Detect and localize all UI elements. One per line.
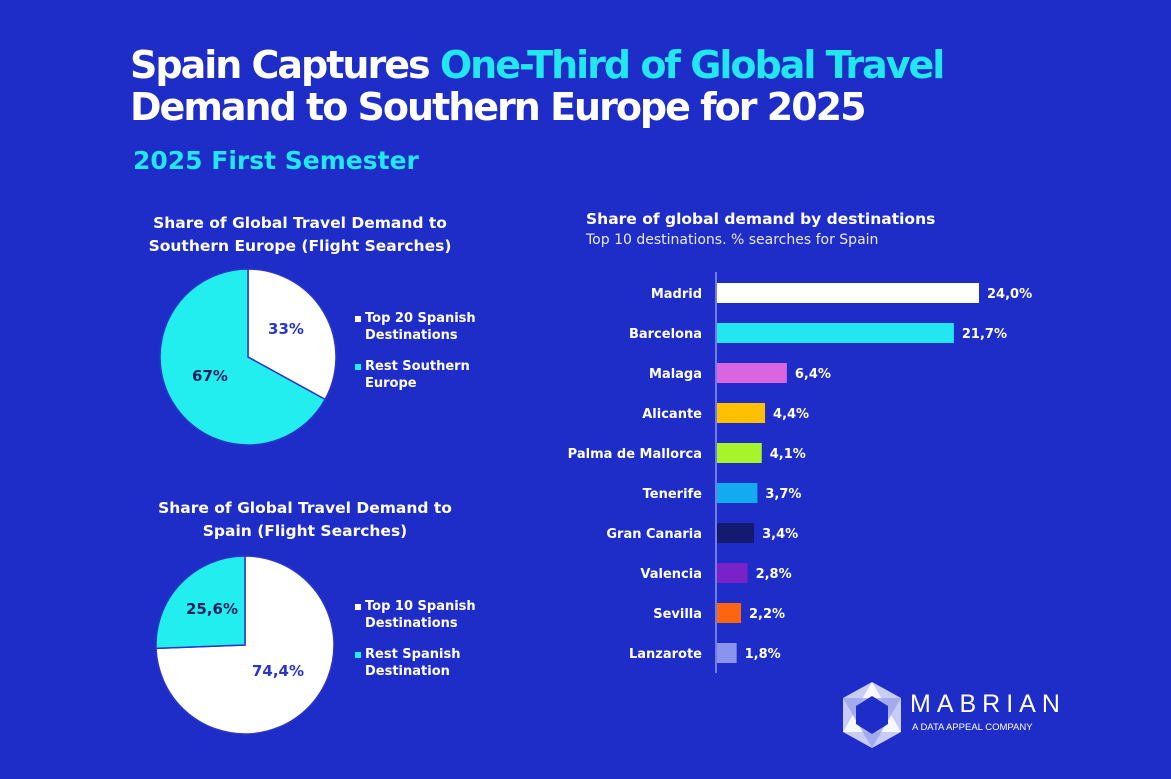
bar-value-label: 21,7% [962,327,1007,342]
bar-value-label: 3,7% [765,487,801,502]
pie1-legend-label: Top 20 Spanish [365,311,476,326]
bar-value-label: 6,4% [795,367,831,382]
pie2-title-line: Share of Global Travel Demand to [158,499,452,517]
bar [717,643,737,663]
bar [717,563,748,583]
pie1-legend-label: Europe [365,376,417,391]
title-highlight: One-Third of Global Travel [439,43,945,87]
pie2-title: Share of Global Travel Demand to Spain (… [115,497,495,543]
bar-value-label: 4,1% [770,447,806,462]
pie2-value-label: 25,6% [186,600,238,618]
page-title: Spain Captures One-Third of Global Trave… [130,43,945,129]
bar-chart-title: Share of global demand by destinations [586,210,936,228]
bar-category-label: Valencia [640,567,702,582]
pie1-title-line: Southern Europe (Flight Searches) [148,237,452,255]
title-line2: Demand to Southern Europe for 2025 [130,85,867,129]
bar [717,363,787,383]
bar-category-label: Malaga [649,367,702,382]
bar-value-label: 24,0% [987,287,1032,302]
bar-category-label: Alicante [642,407,702,422]
pie1-slice [159,268,327,446]
pie1-legend-swatch [355,364,361,370]
pie2-value-label: 74,4% [252,662,304,680]
bar-category-label: Sevilla [653,607,702,622]
bar [717,283,979,303]
pie1-legend-label: Destinations [365,328,458,343]
title-part1: Spain Captures [130,43,440,87]
bar-value-label: 2,8% [756,567,792,582]
bar [717,403,766,423]
page-subtitle: 2025 First Semester [133,146,419,175]
mabrian-logo-icon [843,682,901,748]
pie2-legend-swatch [355,604,361,610]
pie1-slice [247,268,337,401]
pie1-title: Share of Global Travel Demand to Souther… [110,212,490,258]
bar-category-label: Gran Canaria [606,527,702,542]
bar-value-label: 4,4% [773,407,809,422]
bar [717,483,758,503]
bar-value-label: 1,8% [745,647,781,662]
bar-category-label: Madrid [651,287,702,302]
bar-category-label: Tenerife [643,487,703,502]
pie1-value-label: 33% [268,320,304,338]
pie2-title-line: Spain (Flight Searches) [202,522,408,540]
pie2-legend-label: Top 10 Spanish [365,599,476,614]
pie2-legend-swatch [355,652,361,658]
bar [717,323,954,343]
pie1-legend-label: Rest Southern [365,359,470,374]
pie1-legend-swatch [355,316,361,322]
bar-value-label: 2,2% [749,607,785,622]
bar-category-label: Palma de Mallorca [568,447,702,462]
logo-name: MABRIAN [910,690,1066,718]
bar-category-label: Barcelona [629,327,702,342]
bar [717,523,755,543]
bar-category-label: Lanzarote [629,647,702,662]
bar-value-label: 3,4% [762,527,798,542]
pie1-title-line: Share of Global Travel Demand to [153,214,447,232]
pie2-legend-label: Destinations [365,616,458,631]
bar [717,443,762,463]
pie2-legend-label: Destination [365,664,450,679]
pie2-slice [155,555,246,650]
logo-tagline: A DATA APPEAL COMPANY [912,722,1033,733]
pie1-value-label: 67% [192,367,228,385]
bar-chart-subtitle: Top 10 destinations. % searches for Spai… [586,232,879,248]
bar [717,603,742,623]
pie2-legend-label: Rest Spanish [365,647,460,662]
